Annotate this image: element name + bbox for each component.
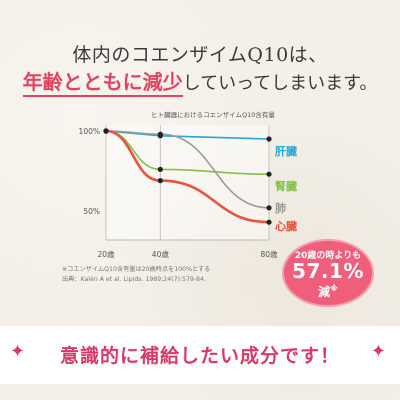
data-point	[266, 136, 272, 142]
x-tick-label: 80歳	[260, 249, 278, 259]
callout-decrease: 減	[318, 285, 331, 299]
sparkle-icon: ✦	[370, 341, 386, 362]
headline-line-2: 年齢とともに減少していってしまいます。	[0, 66, 400, 97]
x-tick-label: 40歳	[152, 249, 170, 259]
x-tick-label: 20歳	[97, 249, 115, 259]
headline-rest: していってしまいます。	[182, 73, 378, 94]
footnote-baseline: ※コエンザイムQ10含有量は20歳時点を100%とする	[62, 266, 211, 273]
y-tick-label: 100%	[79, 127, 100, 136]
banner-text: 意識的に補給したい成分です！	[59, 345, 340, 367]
headline-line-1: 体内のコエンザイムQ10は、	[72, 44, 328, 66]
series-label: 腎臓	[275, 179, 297, 193]
callout-note-mark: ※	[330, 284, 338, 293]
data-point	[157, 178, 163, 184]
series-label: 肺	[275, 201, 286, 215]
banner: ✦ 意識的に補給したい成分です！ ✦	[0, 326, 400, 384]
headline-accent: 年齢とともに減少	[22, 70, 183, 97]
sparkle-icon: ✦	[10, 341, 26, 362]
series-label: 肝臓	[275, 144, 297, 158]
decrease-callout: 20歳の時よりも 57.1% 減※	[282, 239, 374, 307]
data-point	[157, 166, 163, 172]
footnote-source: 出典：Kalén A et al. Lipids. 1989;24(7):579…	[62, 276, 206, 283]
callout-line-3: 減※	[282, 283, 374, 300]
data-point	[266, 205, 272, 211]
callout-percent: 57.1%	[292, 259, 364, 283]
chart-title: ヒト臓器におけるコエンザイムQ10含有量	[151, 110, 275, 119]
y-tick-label: 50%	[83, 207, 100, 216]
data-point	[266, 171, 272, 177]
series-line-肺	[105, 130, 270, 209]
plot-area	[106, 125, 269, 240]
data-point	[266, 219, 272, 225]
series-label: 心臓	[275, 219, 297, 233]
callout-line-1: 20歳の時よりも	[294, 251, 362, 261]
data-point	[103, 128, 109, 134]
data-point	[157, 131, 163, 137]
